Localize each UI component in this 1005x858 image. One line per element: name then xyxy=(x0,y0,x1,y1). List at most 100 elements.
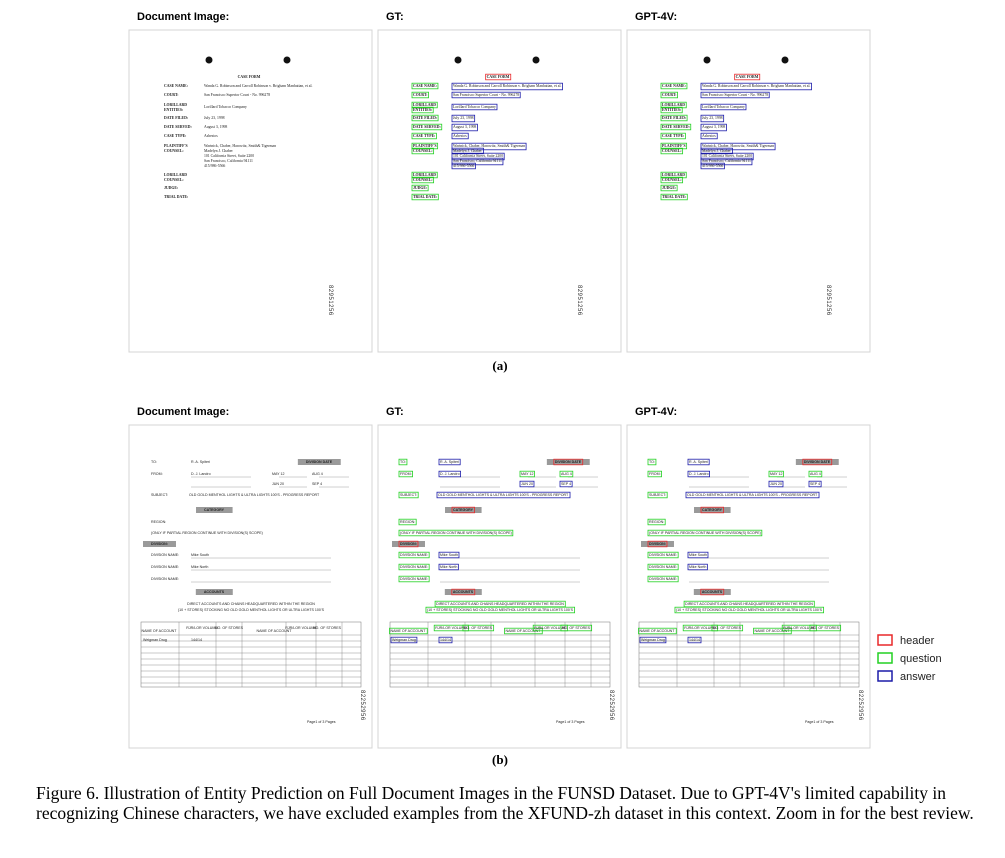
document-text: (ONLY IF PARTIAL REGION CONTINUE WITH DI… xyxy=(400,531,512,535)
document-text: (10 + STORES) STOCKING NO OLD GOLD MENTH… xyxy=(676,608,823,612)
entity-box xyxy=(451,162,476,170)
document-text: SUBJECT: xyxy=(649,493,666,497)
entity-box xyxy=(638,627,677,635)
panel-border xyxy=(377,424,622,749)
entity-box xyxy=(768,480,784,488)
document-text: ACCOUNTS xyxy=(453,590,474,594)
document-text: CASE FORM xyxy=(736,75,759,79)
entity-box xyxy=(411,142,439,150)
document-text: MAY 12 xyxy=(272,472,284,476)
document-text: San Francisco Superior Court - No. 99627… xyxy=(702,93,768,97)
entity-box xyxy=(647,458,657,466)
entity-box xyxy=(411,184,429,192)
panel-border xyxy=(128,424,373,749)
document-text: Mike North xyxy=(191,565,208,569)
entity-box xyxy=(411,106,434,114)
entity-box xyxy=(451,588,476,596)
document-text: (10 + STORES) STOCKING NO OLD GOLD MENTH… xyxy=(427,608,574,612)
document-text: DIRECT ACCOUNTS AND CHAINS HEADQUARTERED… xyxy=(685,602,813,606)
document-text: 144/14 xyxy=(689,638,700,642)
document-text: Wartnick, Chaber, Harowitz, Smith& Tiger… xyxy=(204,144,276,149)
stamp: 82252956 xyxy=(359,690,365,721)
document-image: TO: R. A. Spiteri DIVISION DATE FROM: D. J. … xyxy=(638,458,863,724)
entity-box xyxy=(687,458,710,466)
document-text: DATE SERVED: xyxy=(164,125,192,129)
document-text: Mike South xyxy=(191,553,209,557)
entity-box xyxy=(438,563,459,571)
document-text: 415/986-5566 xyxy=(702,164,723,168)
column-header: GPT-4V: xyxy=(635,406,677,418)
entity-box xyxy=(700,82,812,91)
document-image: TO: R. A. Spiteri DIVISION DATE FROM: D. J. … xyxy=(389,458,614,724)
entity-box xyxy=(682,624,718,632)
document-text: REGION: xyxy=(400,520,415,524)
document-text: JUN 20 xyxy=(770,482,782,486)
document-text: RJR/LOR VOLUME xyxy=(186,626,218,630)
document-text: DIVISION NAME: xyxy=(400,577,428,581)
entity-box xyxy=(660,114,688,122)
header-bar xyxy=(143,541,176,547)
entity-box xyxy=(781,624,817,632)
document-text: DIVISION: xyxy=(151,542,168,546)
document-text: REGION: xyxy=(649,520,664,524)
entity-box xyxy=(398,458,408,466)
entity-box xyxy=(398,470,413,478)
document-text: DIVISION NAME: xyxy=(400,553,428,557)
document-text: Mike North xyxy=(689,565,706,569)
document-text: DIRECT ACCOUNTS AND CHAINS HEADQUARTERED… xyxy=(436,602,564,606)
header-bar xyxy=(641,541,674,547)
legend-swatch xyxy=(877,670,893,682)
document-text: DIVISION DATE xyxy=(306,460,333,464)
document-text: COUNSEL: xyxy=(164,149,184,153)
document-text: DIVISION DATE xyxy=(804,460,831,464)
document-text: CASE TYPE: xyxy=(413,134,435,138)
document-text: CATEGORY xyxy=(204,508,225,512)
document-text: COUNSEL: xyxy=(662,149,682,153)
entity-box xyxy=(683,600,815,608)
document-text: CASE NAME: xyxy=(662,84,686,88)
entity-box xyxy=(451,123,478,132)
document-text: (ONLY IF PARTIAL REGION CONTINUE WITH DI… xyxy=(649,531,761,535)
entity-box xyxy=(390,636,418,644)
document-text: RJR/LOR VOLUME xyxy=(684,626,716,630)
entity-box xyxy=(660,193,688,201)
document-text: MAY 12 xyxy=(770,472,782,476)
document-text: July 23, 1998 xyxy=(702,116,723,121)
entity-box xyxy=(462,624,495,632)
entity-box xyxy=(660,147,684,155)
document-text: TO: xyxy=(649,460,655,464)
document-text: Mike South xyxy=(440,553,458,557)
document-text: SEP 4 xyxy=(561,482,571,486)
entity-box xyxy=(647,575,679,583)
entity-box xyxy=(389,627,428,635)
document-text: DIVISION NAME: xyxy=(151,553,179,557)
document-text: D. J. Landro xyxy=(689,472,709,476)
entity-box xyxy=(687,470,710,478)
punch-hole xyxy=(454,56,462,64)
entity-box xyxy=(639,636,667,644)
document-image: CASE FORM CASE NAME: Wanda G. Robinson and… xyxy=(164,56,333,316)
entity-box xyxy=(700,114,725,123)
document-text: August 3, 1998 xyxy=(453,125,476,130)
document-text: NO. OF STORES xyxy=(562,626,591,630)
document-text: DIVISION DATE xyxy=(555,460,582,464)
document-text: TO: xyxy=(400,460,406,464)
document-text: LORILLARD xyxy=(164,173,187,177)
entity-box xyxy=(398,575,430,583)
entity-box xyxy=(687,551,709,559)
entity-box xyxy=(451,82,563,91)
entity-box xyxy=(808,480,822,488)
stamp: 82252956 xyxy=(857,690,863,721)
header-bar xyxy=(444,589,482,595)
header-bar xyxy=(297,459,341,465)
entity-box xyxy=(398,491,419,499)
entity-box xyxy=(660,171,687,179)
document-image: CASE FORM CASE NAME: Wanda G. Robinson and… xyxy=(660,56,831,316)
entity-box xyxy=(647,491,668,499)
entity-box xyxy=(411,132,437,140)
document-text: Mike South xyxy=(689,553,707,557)
document-text: AUG 4 xyxy=(561,472,572,476)
entity-box xyxy=(411,91,429,99)
document-text: 101 California Street, Suite 2200 xyxy=(702,154,752,159)
